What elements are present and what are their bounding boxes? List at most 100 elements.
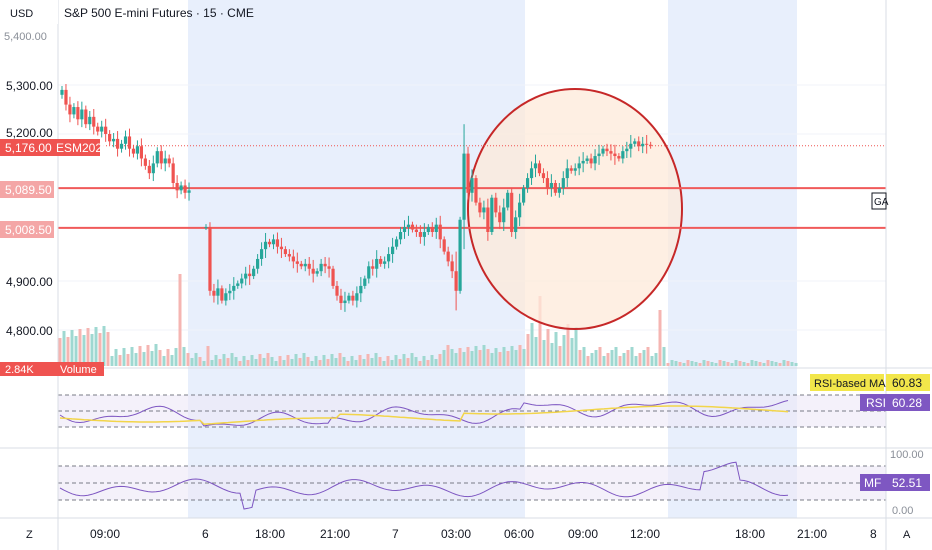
candle-body: [569, 168, 573, 171]
candle-body: [76, 107, 80, 120]
candle-body: [88, 116, 92, 125]
mf-tick: 100.00: [890, 449, 924, 461]
volume-bar: [462, 352, 466, 366]
volume-bar: [774, 362, 778, 366]
volume-bar: [694, 362, 698, 366]
volume-bar: [718, 360, 722, 366]
volume-bar: [350, 356, 354, 366]
volume-bar: [626, 350, 630, 366]
candle-body: [637, 141, 641, 147]
volume-bar: [666, 363, 670, 366]
volume-bar: [422, 356, 426, 366]
volume-bar: [646, 347, 650, 366]
volume-bar: [106, 332, 110, 366]
time-label: 6: [202, 527, 209, 541]
highlight-ellipse: [467, 88, 683, 330]
candle-body: [387, 254, 391, 262]
candle-body: [398, 232, 403, 240]
mf-value: 52.51: [892, 476, 922, 490]
rsi-ma-label: RSI-based MA: [814, 378, 886, 390]
candle-body: [363, 278, 367, 286]
candle-body: [518, 202, 522, 218]
volume-bar: [402, 354, 406, 366]
drawing-label-box[interactable]: [871, 192, 887, 210]
candle-body: [522, 187, 526, 203]
candle-body: [359, 285, 363, 294]
volume-bar: [250, 355, 254, 366]
volume-bar: [558, 346, 562, 366]
volume-bar: [182, 347, 186, 366]
candle-body: [593, 156, 597, 164]
candle-body: [307, 263, 311, 269]
volume-bar: [750, 360, 754, 366]
candle-body: [613, 153, 617, 157]
volume-bar: [534, 337, 538, 366]
session-band: [188, 0, 525, 518]
volume-bar: [70, 330, 74, 366]
candle-body: [557, 187, 561, 193]
candle-body: [498, 212, 502, 223]
time-label: 09:00: [90, 527, 120, 541]
volume-bar: [406, 358, 410, 366]
volume-bar: [302, 353, 306, 366]
volume-tag-value: 2.84K: [5, 364, 34, 376]
candle-body: [482, 207, 486, 213]
candle-body: [367, 266, 371, 279]
volume-bar: [366, 354, 370, 366]
volume-bar: [390, 360, 394, 366]
candle-body: [248, 273, 252, 277]
volume-bar: [490, 353, 494, 366]
volume-bar: [202, 361, 206, 366]
volume-bar: [162, 356, 166, 366]
currency-box: [0, 0, 58, 24]
volume-bar: [538, 296, 542, 366]
candle-body: [60, 89, 64, 95]
candle-body: [561, 178, 565, 188]
volume-bar: [310, 361, 314, 366]
candle-body: [494, 197, 498, 213]
volume-bar: [394, 355, 398, 366]
volume-bar: [298, 358, 302, 366]
candle-body: [275, 239, 280, 247]
volume-bar: [702, 360, 706, 366]
volume-bar: [414, 357, 418, 366]
time-label: 06:00: [504, 527, 534, 541]
volume-bar: [358, 355, 362, 366]
currency-label: USD: [10, 8, 33, 20]
candle-body: [104, 126, 108, 134]
volume-bar: [698, 363, 702, 366]
candle-body: [287, 254, 291, 257]
candle-body: [422, 232, 426, 237]
candle-body: [267, 241, 272, 245]
volume-bar: [658, 310, 662, 366]
candle-body: [80, 109, 84, 120]
auto-scale-button[interactable]: A: [903, 529, 911, 541]
candle-body: [394, 239, 399, 247]
volume-bar: [530, 323, 534, 366]
volume-bar: [546, 329, 550, 366]
volume-bar: [274, 361, 278, 366]
indicator-panes: [58, 394, 886, 510]
candle-body: [434, 224, 438, 232]
volume-bar: [762, 363, 766, 366]
volume-bar: [94, 327, 98, 366]
candle-body: [236, 283, 240, 286]
candle-body: [629, 143, 633, 149]
price-tick: 5,300.00: [6, 79, 53, 93]
volume-bar: [458, 348, 462, 366]
candle-body: [127, 136, 132, 149]
candle-body: [208, 227, 212, 291]
volume-bar: [730, 363, 734, 366]
volume-bar: [222, 354, 226, 366]
mf-label: MF: [864, 476, 881, 490]
volume-bar: [726, 362, 730, 366]
volume-bar: [330, 354, 334, 366]
candle-body: [410, 224, 415, 230]
price-tag-level2-text: 5,008.50: [5, 223, 52, 237]
candle-body: [139, 146, 143, 159]
candle-body: [228, 290, 232, 294]
volume-bar: [334, 358, 338, 366]
candle-body: [474, 178, 478, 203]
rsi-value-tag: [886, 394, 930, 411]
timezone-button[interactable]: Z: [26, 529, 33, 541]
